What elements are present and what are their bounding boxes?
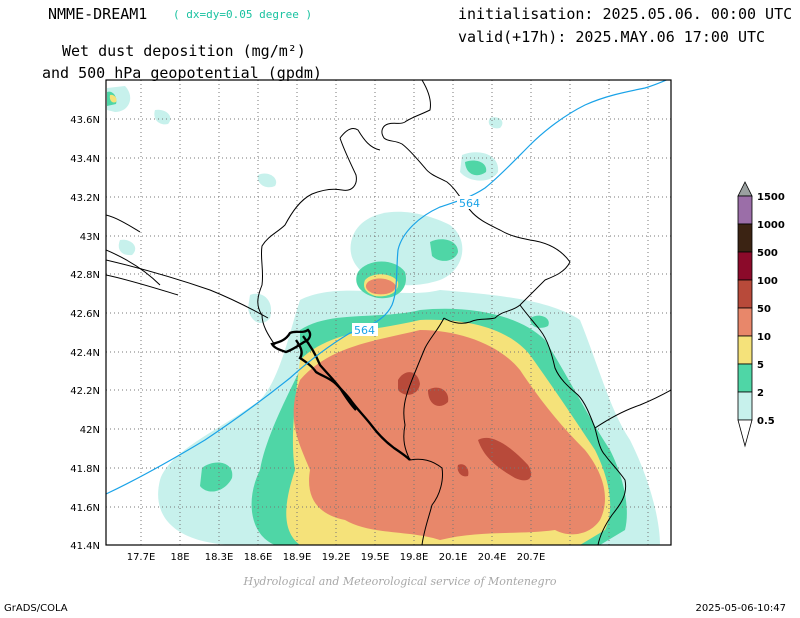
lat-tick-label: 43.4N (70, 154, 100, 165)
footer-software: GrADS/COLA (4, 603, 68, 614)
legend-label: 0.5 (757, 416, 775, 427)
legend-label: 10 (757, 332, 771, 343)
lat-tick-label: 41.6N (70, 503, 100, 514)
dust-field (107, 86, 661, 545)
legend-swatch (737, 251, 753, 281)
contour-label: 564 (459, 197, 480, 210)
lon-tick-label: 17.7E (127, 552, 156, 563)
lon-tick-label: 20.4E (478, 552, 507, 563)
graticule (106, 80, 671, 545)
legend-arrow-top (737, 181, 753, 197)
title-line-1: Wet dust deposition (mg/m²) (62, 42, 306, 60)
lat-tick-label: 42.6N (70, 309, 100, 320)
legend-label: 2 (757, 388, 764, 399)
footer-credit: Hydrological and Meteorological service … (243, 575, 557, 588)
lon-tick-label: 19.8E (400, 552, 429, 563)
lon-tick-label: 18.9E (283, 552, 312, 563)
legend-label: 1500 (757, 192, 785, 203)
lat-tick-label: 42.4N (70, 348, 100, 359)
lat-tick-label: 41.8N (70, 464, 100, 475)
lat-tick-label: 43.6N (70, 115, 100, 126)
legend-arrow-bottom (737, 419, 753, 448)
legend-label: 500 (757, 248, 778, 259)
color-legend: 1500 1000 500 100 50 10 5 2 0.5 (737, 181, 785, 448)
legend-label: 1000 (757, 220, 785, 231)
initialisation-time: initialisation: 2025.05.06. 00:00 UTC (458, 5, 793, 23)
lat-tick-label: 43.2N (70, 193, 100, 204)
lat-tick-labels: 43.6N 43.4N 43.2N 43N 42.8N 42.6N 42.4N … (70, 115, 100, 552)
legend-swatch (737, 195, 753, 225)
valid-time: valid(+17h): 2025.MAY.06 17:00 UTC (458, 28, 766, 46)
lon-tick-label: 19.2E (322, 552, 351, 563)
lat-tick-label: 42.8N (70, 270, 100, 281)
lat-tick-label: 42N (80, 425, 100, 436)
legend-label: 50 (757, 304, 771, 315)
model-name: NMME-DREAM1 (48, 5, 148, 23)
title-line-2: and 500 hPa geopotential (gpdm) (42, 64, 322, 82)
lat-tick-label: 43N (80, 232, 100, 243)
coastline-montenegro (270, 328, 411, 461)
country-borders (106, 80, 671, 545)
lon-tick-label: 19.5E (361, 552, 390, 563)
contour-label: 564 (354, 324, 375, 337)
lon-tick-label: 18E (170, 552, 189, 563)
legend-swatch (737, 279, 753, 309)
legend-swatch (737, 307, 753, 337)
legend-label: 100 (757, 276, 778, 287)
lon-tick-label: 18.3E (205, 552, 234, 563)
lat-tick-label: 42.2N (70, 386, 100, 397)
lon-tick-label: 20.7E (517, 552, 546, 563)
legend-swatch (737, 363, 753, 393)
legend-label: 5 (757, 360, 764, 371)
lon-tick-label: 20.1E (439, 552, 468, 563)
geopotential-contour (106, 80, 668, 495)
lat-tick-label: 41.4N (70, 541, 100, 552)
lon-tick-labels: 17.7E 18E 18.3E 18.6E 18.9E 19.2E 19.5E … (127, 552, 546, 563)
legend-swatch (737, 335, 753, 365)
model-resolution: ( dx=dy=0.05 degree ) (173, 8, 313, 21)
map-frame (105, 79, 672, 546)
footer-timestamp: 2025-05-06-10:47 (695, 603, 786, 614)
legend-swatch (737, 391, 753, 421)
lon-tick-label: 18.6E (244, 552, 273, 563)
legend-swatch (737, 223, 753, 253)
